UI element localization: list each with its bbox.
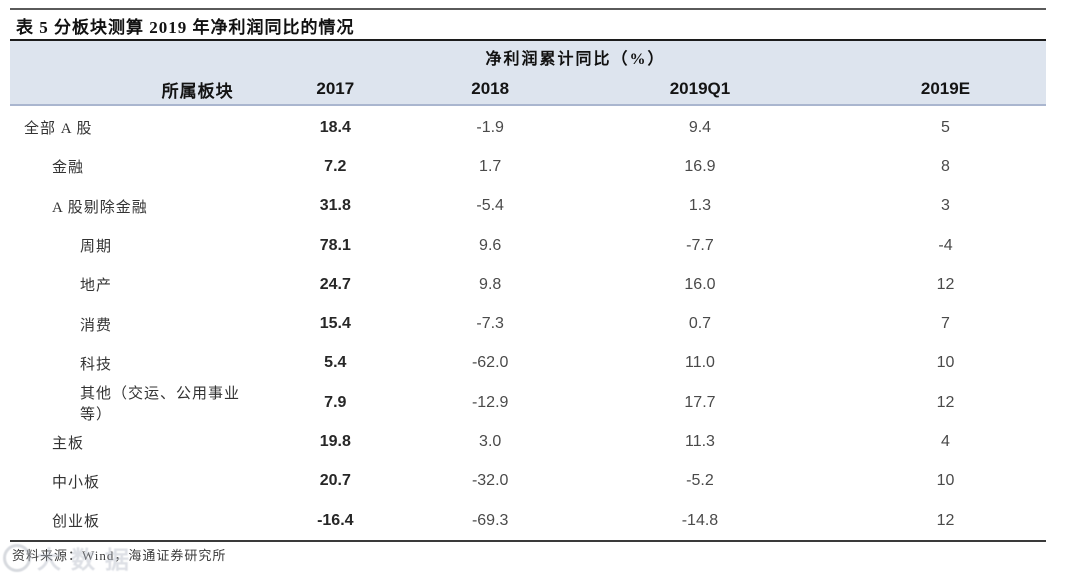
value-cell-2017: -16.4 — [317, 511, 354, 529]
value-cell-2019q1: 11.0 — [684, 354, 715, 372]
table-row: 主板 19.8 3.0 11.3 4 — [10, 422, 1046, 461]
table-row: 地产 24.7 9.8 16.0 12 — [10, 265, 1046, 304]
value-cell-2018: 1.7 — [479, 157, 502, 175]
table-row: 周期 78.1 9.6 -7.7 -4 — [10, 226, 1046, 265]
value-cell-2017: 20.7 — [319, 472, 351, 490]
col-header-2019e: 2019E — [920, 79, 971, 98]
col-header-2017: 2017 — [316, 79, 355, 98]
value-cell-2019e: 8 — [941, 157, 950, 175]
value-cell-2018: -62.0 — [471, 354, 509, 372]
value-cell-2019e: 10 — [936, 472, 955, 490]
value-cell-2019e: 4 — [941, 433, 950, 451]
sector-cell: 周期 — [80, 239, 113, 256]
sector-cell: A 股剔除金融 — [52, 199, 148, 216]
value-cell-2017: 24.7 — [319, 275, 351, 293]
value-cell-2018: -12.9 — [471, 393, 509, 411]
value-cell-2019q1: -14.8 — [681, 511, 719, 529]
table-row: 全部 A 股 18.4 -1.9 9.4 5 — [10, 108, 1046, 147]
sector-cell: 其他（交运、公用事业等） — [80, 385, 241, 423]
value-cell-2018: 9.8 — [479, 275, 502, 293]
value-cell-2019e: 7 — [941, 315, 950, 333]
top-divider — [10, 8, 1046, 10]
sector-cell: 科技 — [80, 356, 113, 373]
table-title: 表 5 分板块测算 2019 年净利润同比的情况 — [16, 18, 355, 37]
table-row: 中小板 20.7 -32.0 -5.2 10 — [10, 462, 1046, 501]
value-cell-2019q1: 1.3 — [688, 197, 712, 215]
value-cell-2019q1: 11.3 — [684, 433, 715, 451]
sector-cell: 全部 A 股 — [24, 121, 93, 138]
value-cell-2017: 78.1 — [319, 236, 351, 254]
value-cell-2018: 9.6 — [479, 236, 502, 254]
value-cell-2019e: 12 — [936, 393, 955, 411]
value-cell-2017: 19.8 — [319, 433, 351, 451]
table-row: 科技 5.4 -62.0 11.0 10 — [10, 344, 1046, 383]
col-header-2019q1: 2019Q1 — [669, 79, 731, 98]
value-cell-2019q1: 0.7 — [688, 315, 712, 333]
value-cell-2019e: 12 — [936, 511, 955, 529]
col-header-2018: 2018 — [471, 79, 510, 98]
table-row: A 股剔除金融 31.8 -5.4 1.3 3 — [10, 187, 1046, 226]
column-header-row: 所属板块 2017 2018 2019Q1 2019E — [10, 75, 1046, 103]
value-cell-2019e: 3 — [941, 197, 950, 215]
value-cell-2017: 7.9 — [324, 393, 347, 411]
value-cell-2018: 3.0 — [479, 433, 502, 451]
value-cell-2017: 5.4 — [324, 354, 347, 372]
title-divider — [10, 39, 1046, 41]
value-cell-2019e: 10 — [936, 354, 955, 372]
value-cell-2017: 31.8 — [319, 197, 351, 215]
value-cell-2019e: 5 — [941, 118, 950, 136]
value-cell-2017: 7.2 — [324, 157, 347, 175]
value-cell-2019q1: 17.7 — [684, 393, 716, 411]
sector-cell: 地产 — [80, 278, 113, 295]
table-row: 金融 7.2 1.7 16.9 8 — [10, 147, 1046, 186]
sector-cell: 金融 — [52, 160, 85, 177]
sector-cell: 创业板 — [52, 514, 101, 531]
value-cell-2019e: 12 — [936, 275, 955, 293]
value-cell-2018: -1.9 — [476, 118, 504, 136]
value-cell-2018: -32.0 — [471, 472, 509, 490]
value-cell-2019q1: -5.2 — [686, 472, 714, 490]
table-header: 净利润累计同比（%） 所属板块 2017 2018 2019Q1 2019E — [10, 41, 1046, 106]
source-note: 资料来源：Wind，海通证券研究所 — [12, 548, 227, 563]
value-cell-2018: -69.3 — [471, 511, 509, 529]
table-row: 消费 15.4 -7.3 0.7 7 — [10, 304, 1046, 343]
value-cell-2018: -5.4 — [476, 197, 504, 215]
bottom-divider — [10, 540, 1046, 542]
value-cell-2017: 15.4 — [319, 315, 351, 333]
sector-cell: 消费 — [80, 317, 113, 334]
table-row: 其他（交运、公用事业等） 7.9 -12.9 17.7 12 — [10, 383, 1046, 423]
value-cell-2019q1: 9.4 — [688, 118, 712, 136]
table-row: 创业板 -16.4 -69.3 -14.8 12 — [10, 501, 1046, 540]
value-cell-2019q1: 16.9 — [684, 157, 716, 175]
merged-header-label: 净利润累计同比（%） — [485, 51, 666, 68]
col-header-sector: 所属板块 — [161, 81, 234, 101]
value-cell-2019e: -4 — [938, 236, 953, 254]
value-cell-2019q1: 16.0 — [684, 275, 716, 293]
sector-cell: 中小板 — [52, 474, 101, 491]
value-cell-2017: 18.4 — [319, 118, 351, 136]
value-cell-2018: -7.3 — [476, 315, 504, 333]
table-body: 全部 A 股 18.4 -1.9 9.4 5 金融 7.2 1.7 16.9 8… — [10, 108, 1046, 540]
value-cell-2019q1: -7.7 — [686, 236, 714, 254]
sector-cell: 主板 — [52, 435, 85, 452]
